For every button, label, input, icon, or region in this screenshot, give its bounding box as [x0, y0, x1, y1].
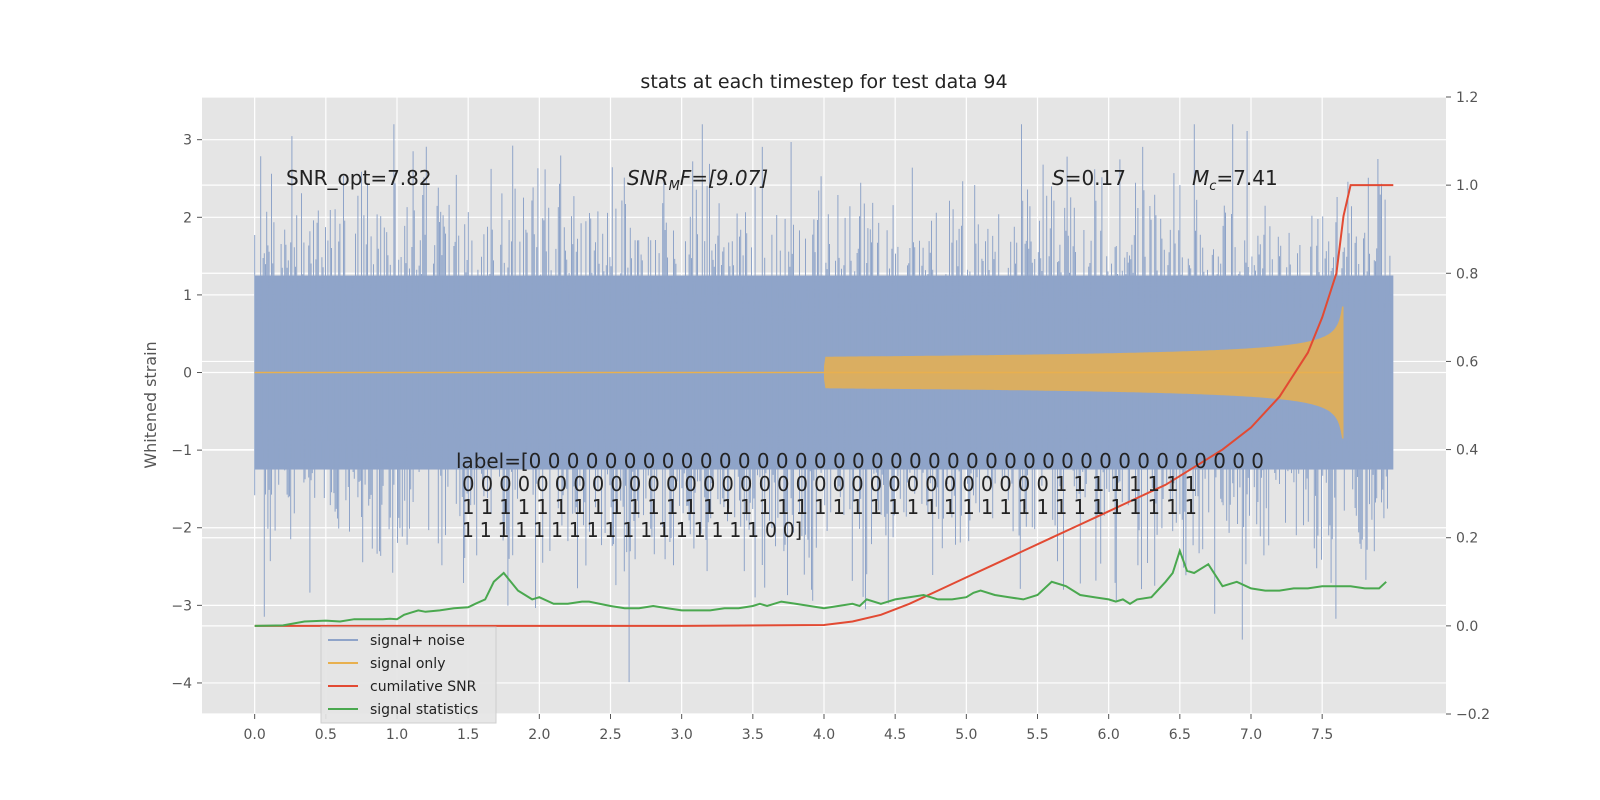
y2-tick-label: 0.4 [1456, 443, 1478, 459]
x-tick-label: 7.0 [1240, 727, 1262, 743]
y2-tick-label: 0.8 [1456, 266, 1478, 282]
series-cumilative-snr [254, 184, 1394, 627]
legend-box [320, 626, 497, 724]
y2-tick-label: 0.2 [1456, 531, 1478, 547]
x-tick-label: 2.5 [599, 727, 621, 743]
label-line-2: 0 0 0 0 0 0 0 0 0 0 0 0 0 0 0 0 0 0 0 0 … [456, 472, 1197, 496]
x-tick-label: 4.0 [813, 727, 835, 743]
x-tick-label: 0.0 [244, 727, 266, 743]
y2-tick-label: 1.0 [1456, 178, 1478, 194]
y-tick-label: 3 [183, 133, 192, 149]
series-signal-only [254, 306, 1344, 439]
chart-title: stats at each timestep for test data 94 [640, 71, 1007, 93]
s-value: =0.17 [1065, 166, 1126, 190]
mc-label: M [1192, 166, 1209, 190]
x-tick-label: 7.5 [1311, 727, 1333, 743]
s-text: S=0.17 [1052, 166, 1126, 190]
x-tick-label: 1.0 [386, 727, 408, 743]
x-tick-label: 5.5 [1026, 727, 1048, 743]
annotation-snr-opt: SNR_opt=7.82 [286, 166, 432, 190]
s-label: S [1052, 166, 1065, 190]
cumulative-snr-line [254, 184, 1394, 627]
y2-axis-ticks: 1.2 1.0 0.8 0.6 0.4 0.2 0.0 −0.2 [1446, 90, 1490, 723]
annotation-mc: Mc=7.41 [1192, 166, 1278, 194]
y2-tick-label: 0.0 [1456, 619, 1478, 635]
y-tick-label: −4 [171, 676, 192, 692]
x-tick-label: 1.5 [457, 727, 479, 743]
mc-sub: c [1209, 179, 1216, 194]
mc-value: =7.41 [1216, 166, 1277, 190]
x-tick-label: 3.5 [742, 727, 764, 743]
snr-mf-label: SNR [627, 166, 669, 190]
x-tick-label: 6.0 [1098, 727, 1120, 743]
label-line-3: 1 1 1 1 1 1 1 1 1 1 1 1 1 1 1 1 1 1 1 1 … [456, 495, 1197, 519]
legend-label-cumulative: cumilative SNR [370, 679, 477, 695]
x-tick-label: 4.5 [884, 727, 906, 743]
y-axis-ticks: 3 2 1 0 −1 −2 −3 −4 [171, 133, 202, 692]
snr-opt-text: SNR_opt=7.82 [286, 166, 432, 190]
y-tick-label: −1 [171, 443, 192, 459]
y-tick-label: 0 [183, 366, 192, 382]
y2-tick-label: −0.2 [1456, 707, 1490, 723]
mc-text: Mc=7.41 [1192, 166, 1278, 194]
annotation-s: S=0.17 [1052, 166, 1126, 190]
signal-statistics-line [254, 547, 1387, 627]
y2-tick-label: 0.6 [1456, 354, 1478, 370]
series-signal-statistics [254, 547, 1387, 627]
x-tick-label: 5.0 [955, 727, 977, 743]
legend-label-statistics: signal statistics [370, 702, 478, 718]
y2-tick-label: 1.2 [1456, 90, 1478, 106]
annotation-snr-mf: SNRMF=[9.07] [627, 166, 768, 194]
legend: signal+ noise signal only cumilative SNR… [320, 626, 497, 724]
x-tick-label: 0.5 [315, 727, 337, 743]
x-axis-ticks: 0.0 0.5 1.0 1.5 2.0 2.5 3.0 3.5 4.0 4.5 5.0 5.5 6.0 6… [244, 714, 1333, 743]
legend-label-noise: signal+ noise [370, 633, 465, 649]
snr-mf-text: SNRMF=[9.07] [627, 166, 768, 194]
snr-mf-rest: F=[9.07] [680, 166, 768, 190]
x-tick-label: 2.0 [528, 727, 550, 743]
y-tick-label: 2 [183, 210, 192, 226]
signal-envelope [824, 306, 1344, 439]
snr-mf-sub: M [669, 179, 680, 194]
y-axis-label: Whitened strain [141, 341, 160, 468]
label-line-4: 1 1 1 1 1 1 1 1 1 1 1 1 1 1 1 1 1 0 0] [456, 518, 802, 542]
label-line-1: label=[0 0 0 0 0 0 0 0 0 0 0 0 0 0 0 0 0… [456, 449, 1264, 473]
y-tick-label: −2 [171, 521, 192, 537]
x-tick-label: 3.0 [671, 727, 693, 743]
x-tick-label: 6.5 [1169, 727, 1191, 743]
y-tick-label: −3 [171, 598, 192, 614]
y-tick-label: 1 [183, 288, 192, 304]
annotation-label-array: label=[0 0 0 0 0 0 0 0 0 0 0 0 0 0 0 0 0… [456, 449, 1264, 542]
legend-label-signal: signal only [370, 656, 445, 672]
